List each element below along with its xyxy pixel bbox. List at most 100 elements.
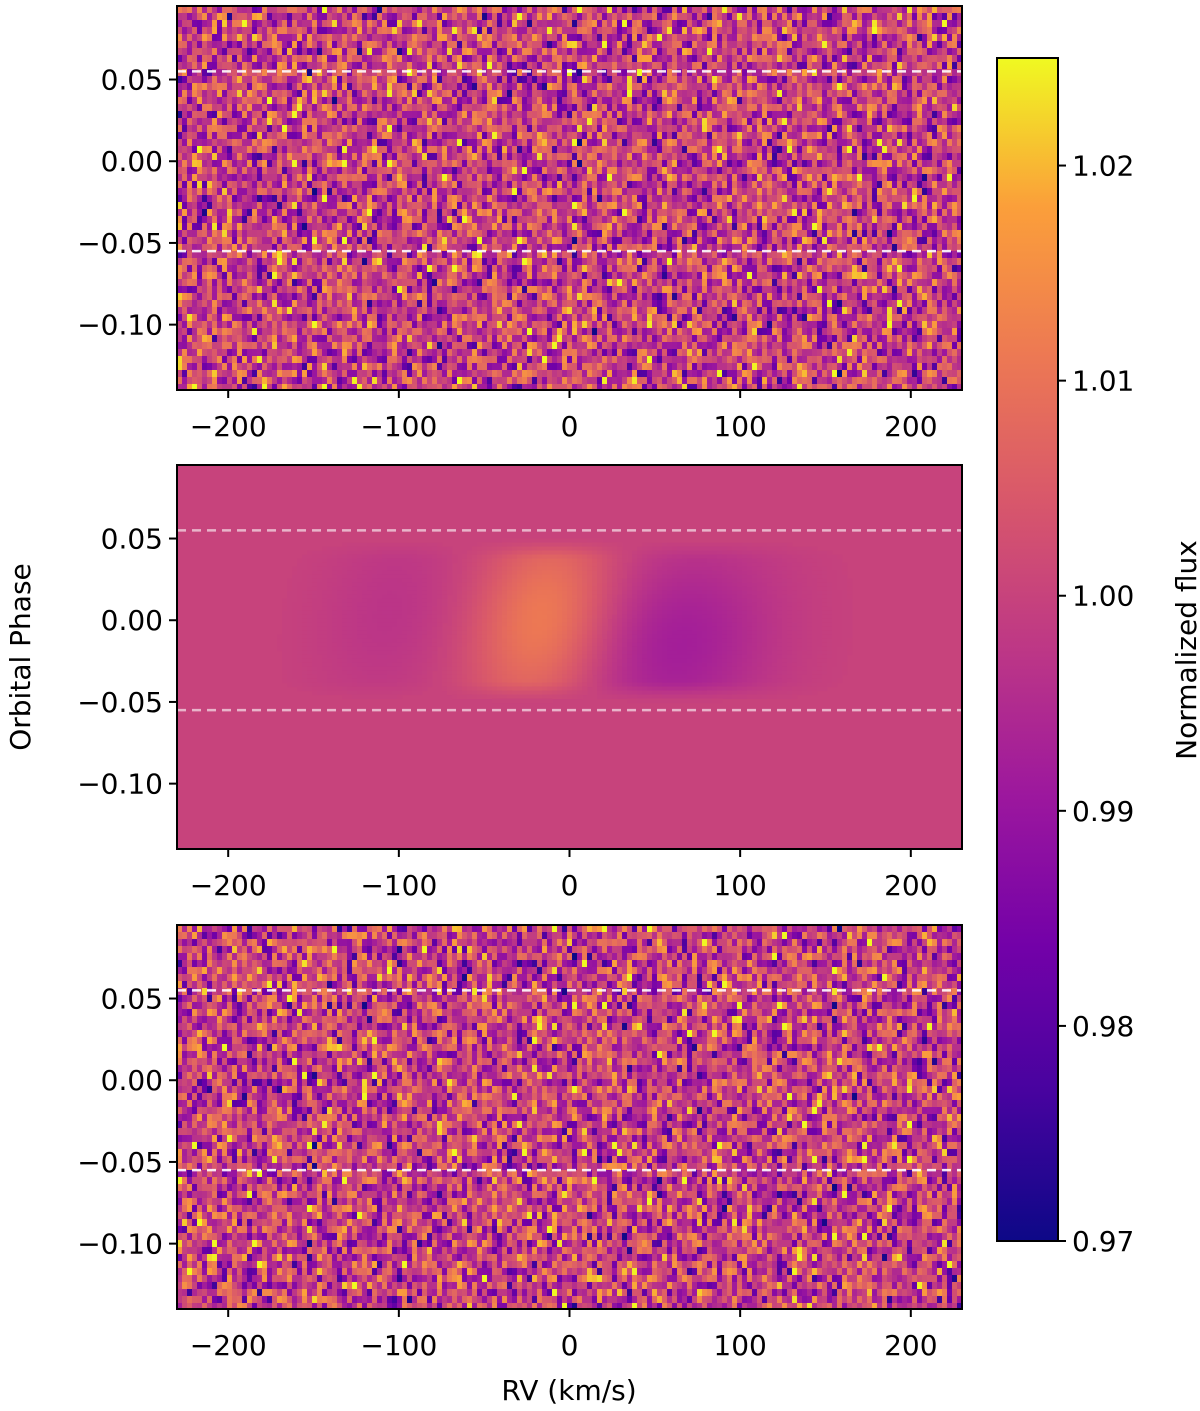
heatmap-cell — [797, 118, 803, 126]
heatmap-cell — [437, 174, 443, 182]
heatmap-cell — [557, 139, 563, 147]
heatmap-cell — [937, 188, 943, 196]
heatmap-cell — [667, 6, 673, 14]
heatmap-cell — [227, 139, 233, 147]
heatmap-cell — [807, 6, 813, 14]
heatmap-cell — [232, 223, 238, 231]
heatmap-cell — [392, 181, 398, 189]
heatmap-cell — [687, 111, 693, 119]
heatmap-cell — [337, 118, 343, 126]
heatmap-cell — [432, 202, 438, 210]
heatmap-cell — [882, 132, 888, 140]
heatmap-cell — [247, 160, 253, 168]
heatmap-cell — [792, 209, 798, 217]
heatmap-cell — [582, 111, 588, 119]
heatmap-cell — [652, 55, 658, 63]
heatmap-cell — [862, 202, 868, 210]
heatmap-cell — [202, 181, 208, 189]
heatmap-cell — [542, 111, 548, 119]
heatmap-cell — [277, 188, 283, 196]
heatmap-cell — [902, 111, 908, 119]
heatmap-cell — [727, 83, 733, 91]
heatmap-cell — [707, 13, 713, 21]
heatmap-cell — [527, 6, 533, 14]
heatmap-cell — [887, 132, 893, 140]
heatmap-cell — [662, 6, 668, 14]
heatmap-cell — [782, 153, 788, 161]
heatmap-cell — [377, 209, 383, 217]
heatmap-cell — [712, 6, 718, 14]
heatmap-cell — [407, 188, 413, 196]
heatmap-cell — [227, 153, 233, 161]
heatmap-cell — [352, 188, 358, 196]
heatmap-cell — [262, 83, 268, 91]
heatmap-cell — [682, 195, 688, 203]
heatmap-cell — [557, 6, 563, 14]
heatmap-cell — [642, 83, 648, 91]
heatmap-cell — [952, 62, 958, 70]
heatmap-cell — [237, 20, 243, 28]
heatmap-cell — [742, 153, 748, 161]
heatmap-cell — [287, 90, 293, 98]
heatmap-cell — [597, 90, 603, 98]
heatmap-cell — [692, 174, 698, 182]
heatmap-cell — [292, 202, 298, 210]
heatmap-cell — [522, 188, 528, 196]
heatmap-cell — [527, 216, 533, 224]
heatmap-cell — [332, 27, 338, 35]
heatmap-cell — [492, 34, 498, 42]
heatmap-cell — [842, 195, 848, 203]
heatmap-cell — [247, 223, 253, 231]
heatmap-cell — [367, 83, 373, 91]
heatmap-cell — [617, 125, 623, 133]
heatmap-cell — [192, 90, 198, 98]
heatmap-cell — [297, 146, 303, 154]
heatmap-cell — [562, 223, 568, 231]
heatmap-cell — [597, 209, 603, 217]
heatmap-cell — [312, 209, 318, 217]
heatmap-cell — [862, 97, 868, 105]
heatmap-cell — [527, 20, 533, 28]
heatmap-cell — [742, 195, 748, 203]
heatmap-cell — [577, 209, 583, 217]
heatmap-cell — [897, 146, 903, 154]
heatmap-cell — [842, 146, 848, 154]
heatmap-cell — [932, 69, 938, 77]
heatmap-cell — [347, 76, 353, 84]
heatmap-cell — [827, 97, 833, 105]
heatmap-cell — [542, 223, 548, 231]
heatmap-cell — [382, 27, 388, 35]
heatmap-cell — [922, 20, 928, 28]
heatmap-cell — [362, 97, 368, 105]
heatmap-cell — [812, 55, 818, 63]
heatmap-cell — [902, 76, 908, 84]
heatmap-cell — [267, 153, 273, 161]
heatmap-cell — [442, 69, 448, 77]
heatmap-cell — [642, 209, 648, 217]
heatmap-cell — [947, 20, 953, 28]
heatmap-cell — [242, 195, 248, 203]
heatmap-cell — [232, 34, 238, 42]
heatmap-cell — [567, 216, 573, 224]
heatmap-cell — [427, 41, 433, 49]
heatmap-cell — [322, 160, 328, 168]
heatmap-cell — [182, 118, 188, 126]
heatmap-cell — [507, 167, 513, 175]
heatmap-cell — [482, 167, 488, 175]
heatmap-cell — [337, 216, 343, 224]
heatmap-cell — [957, 188, 963, 196]
heatmap-cell — [197, 6, 203, 14]
heatmap-cell — [807, 27, 813, 35]
heatmap-cell — [612, 83, 618, 91]
heatmap-cell — [837, 174, 843, 182]
heatmap-cell — [542, 90, 548, 98]
heatmap-cell — [687, 125, 693, 133]
heatmap-cell — [707, 83, 713, 91]
heatmap-cell — [342, 139, 348, 147]
heatmap-cell — [597, 139, 603, 147]
heatmap-cell — [242, 181, 248, 189]
heatmap-cell — [222, 90, 228, 98]
heatmap-cell — [937, 34, 943, 42]
heatmap-cell — [682, 125, 688, 133]
heatmap-cell — [237, 167, 243, 175]
